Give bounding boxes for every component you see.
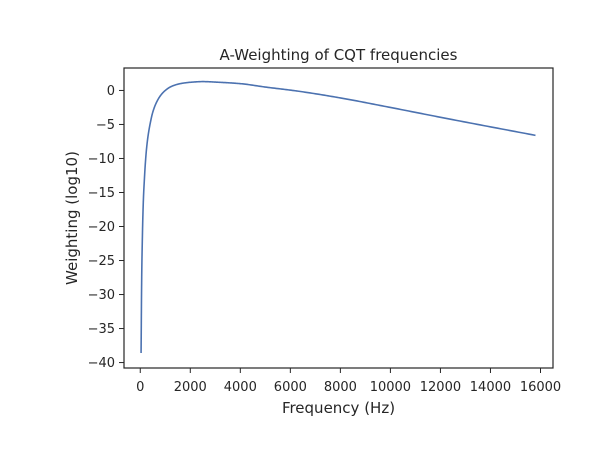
- y-tick-label: −25: [88, 254, 115, 269]
- x-tick-label: 8000: [324, 380, 357, 395]
- plot-frame: [123, 67, 554, 369]
- x-tick-label: 12000: [420, 380, 461, 395]
- x-tick-label: 16000: [520, 380, 561, 395]
- y-tick-label: −30: [88, 288, 115, 303]
- x-tick-label: 4000: [224, 380, 257, 395]
- y-tick-label: −35: [88, 322, 115, 337]
- series-line: [140, 80, 536, 354]
- y-tick-label: −10: [88, 152, 115, 167]
- x-tick-label: 10000: [370, 380, 411, 395]
- x-tick-label: 0: [136, 380, 144, 395]
- y-tick-label: 0: [107, 84, 115, 99]
- x-tick-label: 14000: [470, 380, 511, 395]
- y-axis-ticks: 0 −5 −10 −15 −20 −25 −30 −35 −40: [88, 84, 124, 371]
- y-tick-label: −40: [88, 356, 115, 371]
- y-tick-label: −20: [88, 220, 115, 235]
- x-tick-label: 6000: [274, 380, 307, 395]
- x-axis-ticks: 0 2000 4000 6000 8000 10000 12000 14000 16000: [136, 368, 561, 395]
- chart-title: A-Weighting of CQT frequencies: [220, 46, 458, 64]
- y-axis-label: Weighting (log10): [63, 151, 81, 285]
- plot-area: [124, 68, 553, 368]
- x-axis-label: Frequency (Hz): [282, 399, 395, 417]
- x-tick-label: 2000: [174, 380, 207, 395]
- y-tick-label: −5: [96, 118, 115, 133]
- y-tick-label: −15: [88, 186, 115, 201]
